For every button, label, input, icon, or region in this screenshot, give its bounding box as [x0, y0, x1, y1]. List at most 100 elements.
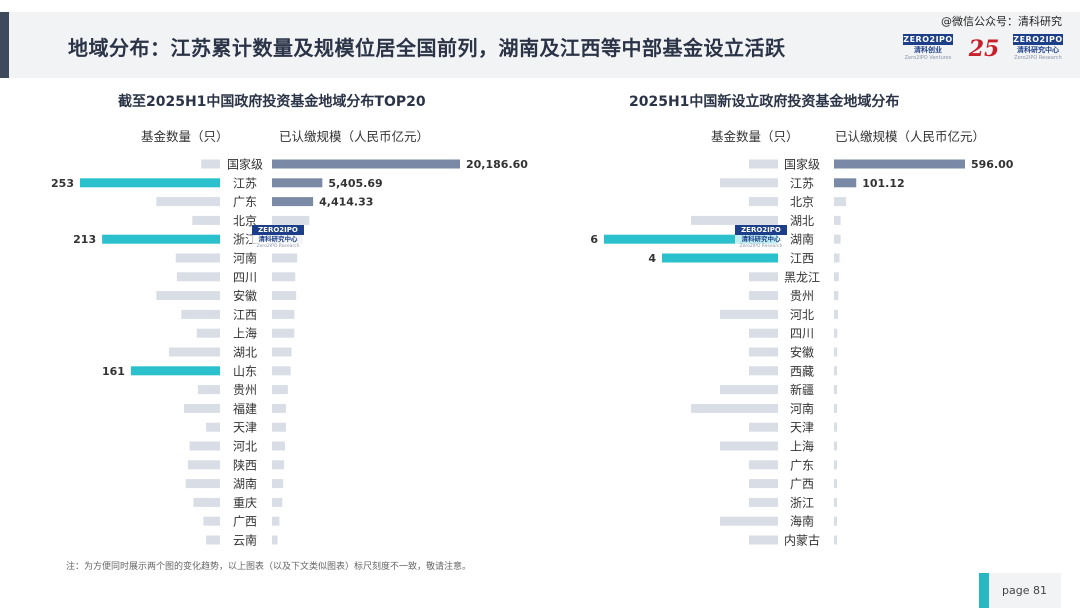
scale-data-label: 20,186.60: [466, 158, 528, 171]
scale-bar: [834, 347, 838, 357]
logo-en-name: Zero2IPO Research: [256, 244, 300, 249]
scale-bar: [834, 366, 838, 376]
count-bar: [604, 234, 778, 244]
count-bar: [206, 535, 220, 545]
category-label: 内蒙古: [784, 533, 820, 548]
category-label: 湖南: [233, 476, 257, 491]
scale-bar: [272, 159, 460, 169]
count-bar: [192, 215, 220, 225]
scale-bar: [834, 497, 837, 507]
category-label: 河北: [233, 440, 257, 454]
category-label: 重庆: [233, 496, 257, 510]
count-bar: [197, 385, 220, 395]
scale-header-right: 已认缴规模（人民币亿元）: [835, 129, 986, 144]
count-bar: [720, 178, 778, 188]
count-bar: [749, 366, 778, 376]
count-bar: [749, 422, 778, 432]
research-logo-overlay-left: ZERO2IPO 清科研究中心 Zero2IPO Research: [252, 225, 304, 255]
category-label: 四川: [233, 270, 257, 284]
logo-cn-name: 清科创业: [914, 46, 942, 54]
count-bar: [720, 441, 778, 451]
count-bar: [193, 497, 220, 507]
category-label: 国家级: [227, 157, 263, 172]
category-label: 江苏: [790, 176, 814, 190]
scale-bar: [834, 385, 837, 395]
category-label: 天津: [790, 421, 814, 435]
scale-bar: [272, 441, 286, 451]
scale-bar: [834, 159, 965, 169]
scale-bar: [834, 253, 840, 263]
count-bar: [189, 441, 220, 451]
logo-wordmark: ZERO2IPO: [1013, 34, 1063, 45]
scale-bar: [272, 347, 292, 357]
scale-bar: [834, 215, 841, 225]
category-label: 广东: [233, 195, 257, 209]
category-label: 福建: [233, 401, 257, 416]
category-label: 浙江: [233, 233, 257, 247]
count-bar: [176, 272, 220, 282]
count-data-label: 213: [73, 233, 96, 246]
scale-bar: [272, 516, 280, 526]
count-bar: [749, 197, 778, 207]
category-label: 北京: [233, 214, 257, 228]
count-data-label: 4: [648, 252, 656, 265]
category-label: 湖北: [790, 213, 814, 228]
scale-bar: [272, 215, 310, 225]
scale-bar: [272, 178, 323, 188]
count-bar: [720, 385, 778, 395]
category-label: 河南: [790, 401, 814, 416]
category-label: 天津: [233, 421, 257, 435]
category-label: 海南: [790, 514, 814, 529]
scale-bar: [272, 385, 288, 395]
count-bar: [196, 328, 220, 338]
count-bar: [691, 403, 778, 413]
chart-left: 国家级 20,186.60 253 江苏 5,405.69 广东 4,414.33 北京 213…: [51, 157, 528, 548]
scale-data-label: 4,414.33: [319, 196, 373, 209]
count-bar: [662, 253, 778, 263]
zero2ipo-ventures-logo: ZERO2IPO 清科创业 Zero2IPO Ventures: [903, 34, 953, 64]
scale-bar: [834, 178, 857, 188]
count-header-left: 基金数量（只）: [141, 129, 229, 144]
scale-bar: [272, 309, 295, 319]
scale-bar: [834, 234, 841, 244]
scale-bar: [272, 272, 296, 282]
count-bar: [175, 253, 220, 263]
count-bar: [185, 479, 220, 489]
count-bar: [156, 197, 220, 207]
count-bar: [720, 309, 778, 319]
category-label: 江西: [790, 252, 814, 266]
count-header-right: 基金数量（只）: [711, 129, 799, 144]
zero2ipo-research-logo: ZERO2IPO 清科研究中心 Zero2IPO Research: [1013, 34, 1063, 64]
category-label: 上海: [790, 439, 814, 454]
logo-wordmark: ZERO2IPO: [735, 225, 787, 235]
category-label: 安徽: [790, 345, 814, 360]
title-band: [9, 12, 1080, 78]
category-label: 北京: [790, 195, 814, 209]
count-data-label: 6: [590, 233, 598, 246]
category-label: 陕西: [233, 457, 257, 472]
category-label: 四川: [790, 327, 814, 341]
count-bar: [749, 479, 778, 489]
count-bar: [184, 403, 220, 413]
category-label: 西藏: [790, 364, 814, 378]
page-title: 地域分布：江苏累计数量及规模位居全国前列，湖南及江西等中部基金设立活跃: [68, 36, 786, 60]
logo-wordmark: ZERO2IPO: [252, 225, 304, 235]
count-bar: [80, 178, 220, 188]
count-bar: [169, 347, 220, 357]
count-bar: [102, 234, 220, 244]
scale-bar: [272, 197, 314, 207]
scale-bar: [272, 479, 284, 489]
footnote: 注：为方便同时展示两个图的变化趋势，以上图表（以及下文类似图表）标尺刻度不一致，…: [66, 562, 472, 572]
scale-bar: [834, 441, 837, 451]
category-label: 河北: [790, 308, 814, 322]
title-accent-bar: [0, 12, 9, 78]
count-bar: [691, 215, 778, 225]
scale-bar: [834, 309, 838, 319]
category-label: 山东: [233, 364, 257, 378]
scale-bar: [272, 535, 278, 545]
scale-bar: [834, 422, 837, 432]
count-bar: [749, 460, 778, 470]
page-number: page 81: [1002, 584, 1047, 597]
scale-bar: [272, 403, 286, 413]
count-bar: [749, 328, 778, 338]
